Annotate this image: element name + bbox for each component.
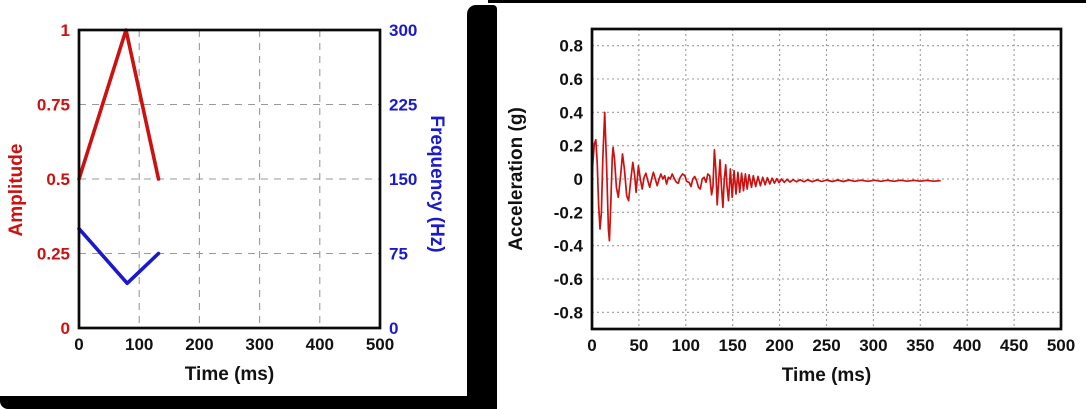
svg-text:0.8: 0.8: [559, 37, 583, 56]
sweep-profile-chart-canvas: 0 100 200 300 400 50000.250.50.75107515022530…: [37, 21, 417, 354]
svg-text:0.4: 0.4: [559, 103, 583, 122]
svg-text:200: 200: [185, 335, 213, 354]
svg-text:400: 400: [953, 336, 981, 355]
svg-text:300: 300: [245, 335, 273, 354]
acceleration-chart-canvas: 0 50 100 150 200 250 300 350 400 450 500 -0.8 -0.6 -0…: [554, 27, 1075, 355]
svg-text:100: 100: [672, 336, 700, 355]
svg-text:200: 200: [765, 336, 793, 355]
svg-text:300: 300: [389, 21, 417, 40]
svg-text:400: 400: [306, 335, 334, 354]
svg-text:350: 350: [906, 336, 934, 355]
panel-divider-bar: [467, 5, 497, 409]
svg-text:-0.8: -0.8: [554, 303, 583, 322]
svg-text:0: 0: [587, 336, 596, 355]
svg-text:75: 75: [389, 245, 408, 264]
svg-text:450: 450: [1000, 336, 1028, 355]
svg-text:300: 300: [859, 336, 887, 355]
svg-text:-0.2: -0.2: [554, 203, 583, 222]
sweep-profile-chart-panel: 0 100 200 300 400 500 0 0.25 0.5 0.75 1 0 75 150 225 30…: [0, 0, 467, 396]
acceleration-chart-panel: 0 50 100 150 200 250 300 350 400 450 500 -0.8 -0.6 -0…: [497, 3, 1086, 396]
svg-text:150: 150: [389, 170, 417, 189]
top-frame-edge: [488, 0, 1086, 3]
svg-text:0: 0: [74, 335, 83, 354]
svg-text:150: 150: [719, 336, 747, 355]
svg-text:500: 500: [1047, 336, 1075, 355]
svg-text:0: 0: [61, 319, 70, 338]
svg-text:0: 0: [574, 170, 583, 189]
svg-text:1: 1: [61, 21, 70, 40]
svg-text:0: 0: [389, 319, 398, 338]
svg-text:0.75: 0.75: [37, 96, 70, 115]
svg-text:250: 250: [812, 336, 840, 355]
right-y-axis-title: Frequency (Hz): [426, 115, 447, 253]
svg-text:500: 500: [366, 335, 394, 354]
svg-text:0.6: 0.6: [559, 70, 583, 89]
acceleration-x-axis-title: Time (ms): [781, 365, 872, 386]
svg-text:100: 100: [125, 335, 153, 354]
svg-text:-0.6: -0.6: [554, 270, 583, 289]
svg-text:225: 225: [389, 96, 417, 115]
bottom-frame-edge: [0, 396, 497, 409]
series-acceleration: [591, 111, 941, 242]
series-frequency-hz-: [77, 226, 161, 286]
svg-text:0.25: 0.25: [37, 245, 70, 264]
svg-text:50: 50: [629, 336, 648, 355]
svg-text:0.2: 0.2: [559, 137, 583, 156]
acceleration-y-axis-title: Acceleration (g): [506, 107, 527, 251]
left-y-axis-title: Amplitude: [6, 143, 27, 237]
svg-text:0.5: 0.5: [46, 170, 70, 189]
left-chart-x-axis-title: Time (ms): [184, 364, 275, 385]
svg-text:-0.4: -0.4: [554, 237, 584, 256]
